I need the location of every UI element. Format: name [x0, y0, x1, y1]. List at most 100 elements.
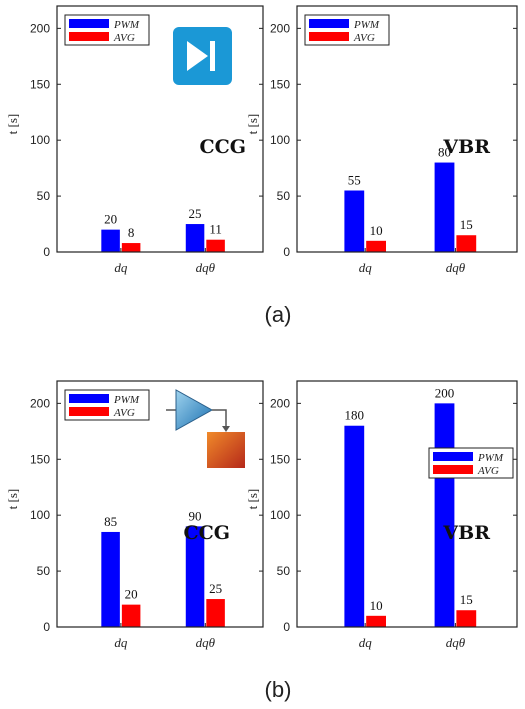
bar-avg	[121, 604, 141, 627]
data-label: 11	[209, 222, 222, 237]
y-tick-label: 100	[30, 508, 50, 522]
legend-swatch-avg	[309, 32, 349, 41]
legend-label: AVG	[477, 465, 499, 477]
y-axis-label: t [s]	[5, 489, 20, 510]
y-tick-label: 200	[30, 21, 50, 35]
data-label: 25	[189, 206, 202, 221]
data-label: 10	[370, 223, 383, 238]
data-label: 25	[209, 581, 222, 596]
legend-label: PWM	[477, 452, 504, 464]
plot-frame	[56, 380, 264, 628]
bar-pwm	[101, 229, 120, 252]
legend-swatch-pwm	[309, 19, 349, 28]
bar-avg	[121, 243, 141, 252]
caption-a: (a)	[265, 302, 292, 327]
bar-avg	[456, 235, 477, 252]
y-tick-label: 0	[43, 245, 50, 259]
y-tick-label: 200	[30, 396, 50, 410]
y-axis-label: t [s]	[245, 114, 260, 135]
y-tick-label: 150	[30, 77, 50, 91]
bar-pwm	[185, 224, 205, 252]
y-axis-label: t [s]	[5, 114, 20, 135]
y-tick-label: 150	[270, 77, 290, 91]
skip-next-icon	[173, 27, 232, 85]
y-tick-label: 150	[30, 452, 50, 466]
bar-pwm	[434, 162, 455, 252]
legend-label: AVG	[353, 32, 375, 44]
bar-pwm	[101, 531, 120, 627]
plot-frame	[56, 5, 264, 253]
y-tick-label: 100	[30, 133, 50, 147]
data-label: 15	[460, 217, 473, 232]
x-tick-label: dqθ	[446, 260, 466, 275]
y-tick-label: 150	[270, 452, 290, 466]
machine-annotation: CCG	[184, 522, 230, 544]
data-label: 55	[348, 173, 361, 188]
data-label: 15	[460, 592, 473, 607]
caption-b: (b)	[265, 677, 292, 702]
data-label: 20	[125, 587, 138, 602]
x-tick-label: dqθ	[196, 260, 216, 275]
legend-label: PWM	[113, 394, 140, 406]
legend-label: PWM	[353, 19, 380, 31]
bar-avg	[366, 240, 386, 252]
y-tick-label: 100	[270, 508, 290, 522]
machine-annotation: CCG	[200, 136, 246, 158]
data-label: 180	[345, 408, 365, 423]
amplifier-block-icon	[166, 389, 245, 468]
x-tick-label: dqθ	[446, 635, 466, 650]
y-tick-label: 50	[37, 564, 51, 578]
bar-pwm	[185, 526, 205, 627]
x-tick-label: dq	[359, 635, 373, 650]
plot-frame	[296, 380, 518, 628]
bar-avg	[206, 239, 225, 252]
y-tick-label: 0	[43, 620, 50, 634]
y-tick-label: 100	[270, 133, 290, 147]
legend-label: PWM	[113, 19, 140, 31]
legend-swatch-pwm	[69, 394, 109, 403]
data-label: 80	[438, 145, 451, 160]
plot-frame	[296, 5, 518, 253]
bar-pwm	[344, 425, 365, 627]
chart-panel: 0 50 100 150 200 t [s] 180 10 dq 200 15 dqθ VBR PWMAV…	[245, 380, 518, 650]
x-tick-label: dq	[114, 635, 128, 650]
data-label: 8	[128, 225, 135, 240]
y-tick-label: 0	[283, 620, 290, 634]
machine-annotation: VBR	[442, 136, 490, 158]
data-label: 90	[189, 508, 202, 523]
data-label: 10	[370, 598, 383, 613]
legend-swatch-pwm	[69, 19, 109, 28]
x-tick-label: dqθ	[196, 635, 216, 650]
bar-avg	[206, 599, 225, 627]
legend-swatch-avg	[69, 32, 109, 41]
bar-pwm	[434, 403, 455, 627]
data-label: 85	[104, 514, 117, 529]
legend-label: AVG	[113, 32, 135, 44]
y-tick-label: 50	[277, 189, 291, 203]
legend-label: AVG	[113, 407, 135, 419]
data-label: 200	[435, 385, 455, 400]
legend-swatch-pwm	[433, 452, 473, 461]
bar-avg	[456, 610, 477, 627]
y-tick-label: 0	[283, 245, 290, 259]
y-axis-label: t [s]	[245, 489, 260, 510]
legend-swatch-avg	[433, 465, 473, 474]
x-tick-label: dq	[114, 260, 128, 275]
machine-annotation: VBR	[442, 522, 490, 544]
data-label: 20	[104, 212, 117, 227]
y-tick-label: 200	[270, 21, 290, 35]
bar-pwm	[344, 190, 365, 252]
y-tick-label: 200	[270, 396, 290, 410]
legend-swatch-avg	[69, 407, 109, 416]
y-tick-label: 50	[37, 189, 51, 203]
x-tick-label: dq	[359, 260, 373, 275]
y-tick-label: 50	[277, 564, 291, 578]
